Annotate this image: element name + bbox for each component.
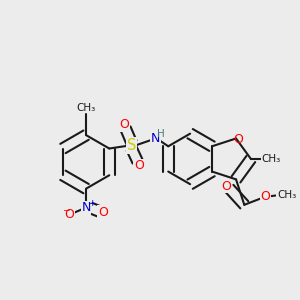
- Text: O: O: [134, 159, 144, 172]
- Text: +: +: [88, 199, 95, 208]
- Text: CH₃: CH₃: [76, 103, 96, 113]
- Text: N: N: [81, 202, 91, 214]
- Text: O: O: [119, 118, 129, 131]
- Text: O: O: [260, 190, 270, 203]
- Text: N: N: [151, 132, 160, 145]
- Text: CH₃: CH₃: [277, 190, 296, 200]
- Text: O: O: [233, 134, 243, 146]
- Text: −: −: [61, 205, 69, 214]
- Text: O: O: [98, 206, 108, 219]
- Text: H: H: [157, 129, 165, 139]
- Text: S: S: [127, 138, 136, 153]
- Text: O: O: [221, 180, 231, 193]
- Text: CH₃: CH₃: [262, 154, 281, 164]
- Text: O: O: [64, 208, 74, 221]
